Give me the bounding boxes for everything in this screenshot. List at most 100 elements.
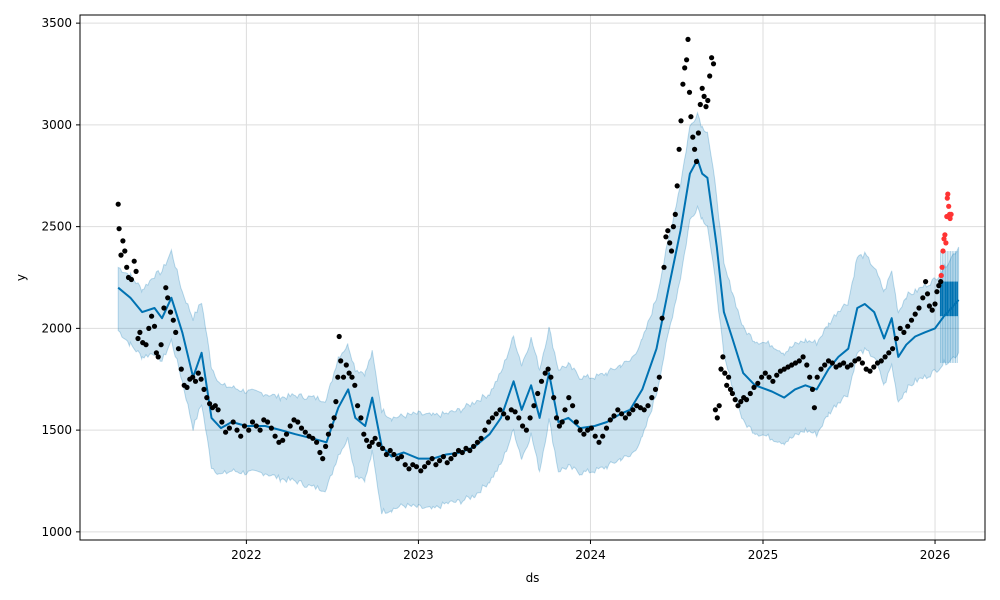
observed-point	[295, 419, 301, 425]
observed-point	[249, 419, 256, 425]
observed-point	[893, 335, 900, 342]
observed-point	[165, 295, 171, 301]
observed-point	[693, 158, 700, 165]
x-tick-label: 2026	[920, 548, 951, 562]
observed-point	[268, 425, 274, 431]
observed-point	[562, 407, 568, 413]
observed-point	[257, 427, 263, 433]
observed-point	[253, 423, 259, 429]
observed-point	[738, 399, 744, 405]
observed-point	[720, 354, 726, 360]
observed-point	[680, 81, 686, 87]
observed-point	[692, 146, 698, 152]
observed-point	[280, 437, 286, 443]
observed-point	[201, 386, 207, 392]
observed-point	[448, 456, 454, 462]
recent-actual-points	[938, 191, 954, 279]
observed-point	[822, 362, 828, 368]
observed-point	[272, 433, 278, 439]
observed-point	[770, 378, 776, 384]
observed-point	[619, 411, 625, 417]
observed-point	[874, 360, 881, 366]
observed-point	[538, 378, 545, 384]
recent-actual-point	[948, 211, 954, 217]
observed-point	[886, 350, 892, 356]
observed-point	[153, 350, 159, 356]
observed-point	[413, 464, 420, 470]
observed-point	[735, 403, 741, 409]
observed-point	[825, 358, 832, 364]
observed-point	[452, 451, 458, 458]
observed-point	[665, 228, 671, 234]
observed-point	[198, 376, 204, 382]
observed-point	[226, 425, 232, 431]
observed-point	[570, 403, 576, 409]
observed-point	[548, 374, 554, 380]
observed-point	[207, 401, 213, 407]
observed-point	[611, 413, 617, 419]
observed-point	[482, 427, 488, 433]
observed-point	[331, 415, 337, 421]
observed-point	[774, 372, 780, 378]
observed-point	[553, 415, 560, 421]
y-axis-ticks: 1000 1500 2000 2500 3000 3500	[41, 16, 80, 539]
observed-point	[729, 390, 736, 397]
observed-point	[440, 454, 446, 460]
observed-point	[596, 439, 602, 445]
observed-point	[695, 130, 702, 136]
observed-point	[932, 301, 938, 307]
observed-point	[155, 354, 161, 360]
observed-point	[705, 97, 711, 104]
observed-point	[566, 395, 572, 401]
observed-point	[577, 427, 583, 433]
observed-point	[649, 395, 655, 401]
observed-point	[697, 101, 703, 108]
observed-point	[192, 378, 199, 384]
observed-point	[724, 382, 730, 388]
forecast-line-path	[117, 158, 960, 460]
observed-point	[204, 395, 210, 401]
observed-point	[406, 466, 412, 472]
observed-point	[556, 423, 563, 429]
observed-point	[369, 439, 375, 445]
observed-point	[615, 407, 621, 413]
observed-point	[670, 224, 677, 230]
observed-point	[366, 443, 372, 449]
recent-actual-point	[940, 248, 946, 254]
observed-point	[781, 366, 787, 372]
observed-point	[163, 285, 169, 291]
observed-point	[841, 360, 847, 366]
observed-points	[115, 36, 944, 474]
observed-point	[291, 417, 297, 423]
observed-point	[755, 380, 761, 386]
observed-point	[493, 411, 499, 417]
observed-point	[622, 415, 629, 421]
observed-point	[912, 311, 918, 317]
y-axis-label: y	[14, 274, 28, 281]
observed-point	[135, 335, 141, 342]
observed-point	[531, 403, 537, 409]
observed-point	[425, 460, 431, 466]
observed-point	[592, 433, 598, 439]
observed-point	[542, 370, 548, 376]
observed-point	[814, 374, 820, 380]
observed-point	[131, 258, 137, 264]
observed-point	[684, 57, 690, 63]
observed-point	[926, 303, 933, 309]
observed-point	[167, 309, 174, 315]
observed-point	[800, 354, 806, 360]
observed-point	[600, 433, 606, 439]
observed-point	[175, 346, 182, 352]
x-axis-ticks: 2022 2023 2024 2025 2026	[231, 540, 950, 562]
observed-point	[310, 435, 316, 441]
observed-point	[238, 433, 244, 439]
observed-point	[545, 366, 551, 372]
observed-point	[523, 427, 530, 433]
observed-point	[807, 374, 813, 380]
observed-point	[652, 386, 659, 392]
observed-point	[762, 370, 768, 376]
observed-point	[190, 374, 196, 380]
observed-point	[349, 374, 355, 380]
observed-point	[195, 370, 201, 376]
